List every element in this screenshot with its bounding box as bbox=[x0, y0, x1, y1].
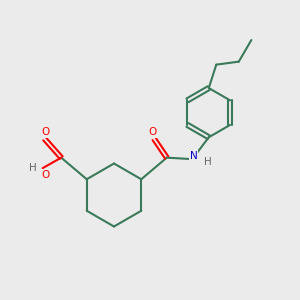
Text: O: O bbox=[41, 128, 50, 137]
Text: N: N bbox=[190, 151, 198, 160]
Text: O: O bbox=[148, 128, 157, 137]
Text: H: H bbox=[29, 163, 37, 173]
Text: H: H bbox=[204, 157, 212, 166]
Text: O: O bbox=[41, 170, 49, 180]
